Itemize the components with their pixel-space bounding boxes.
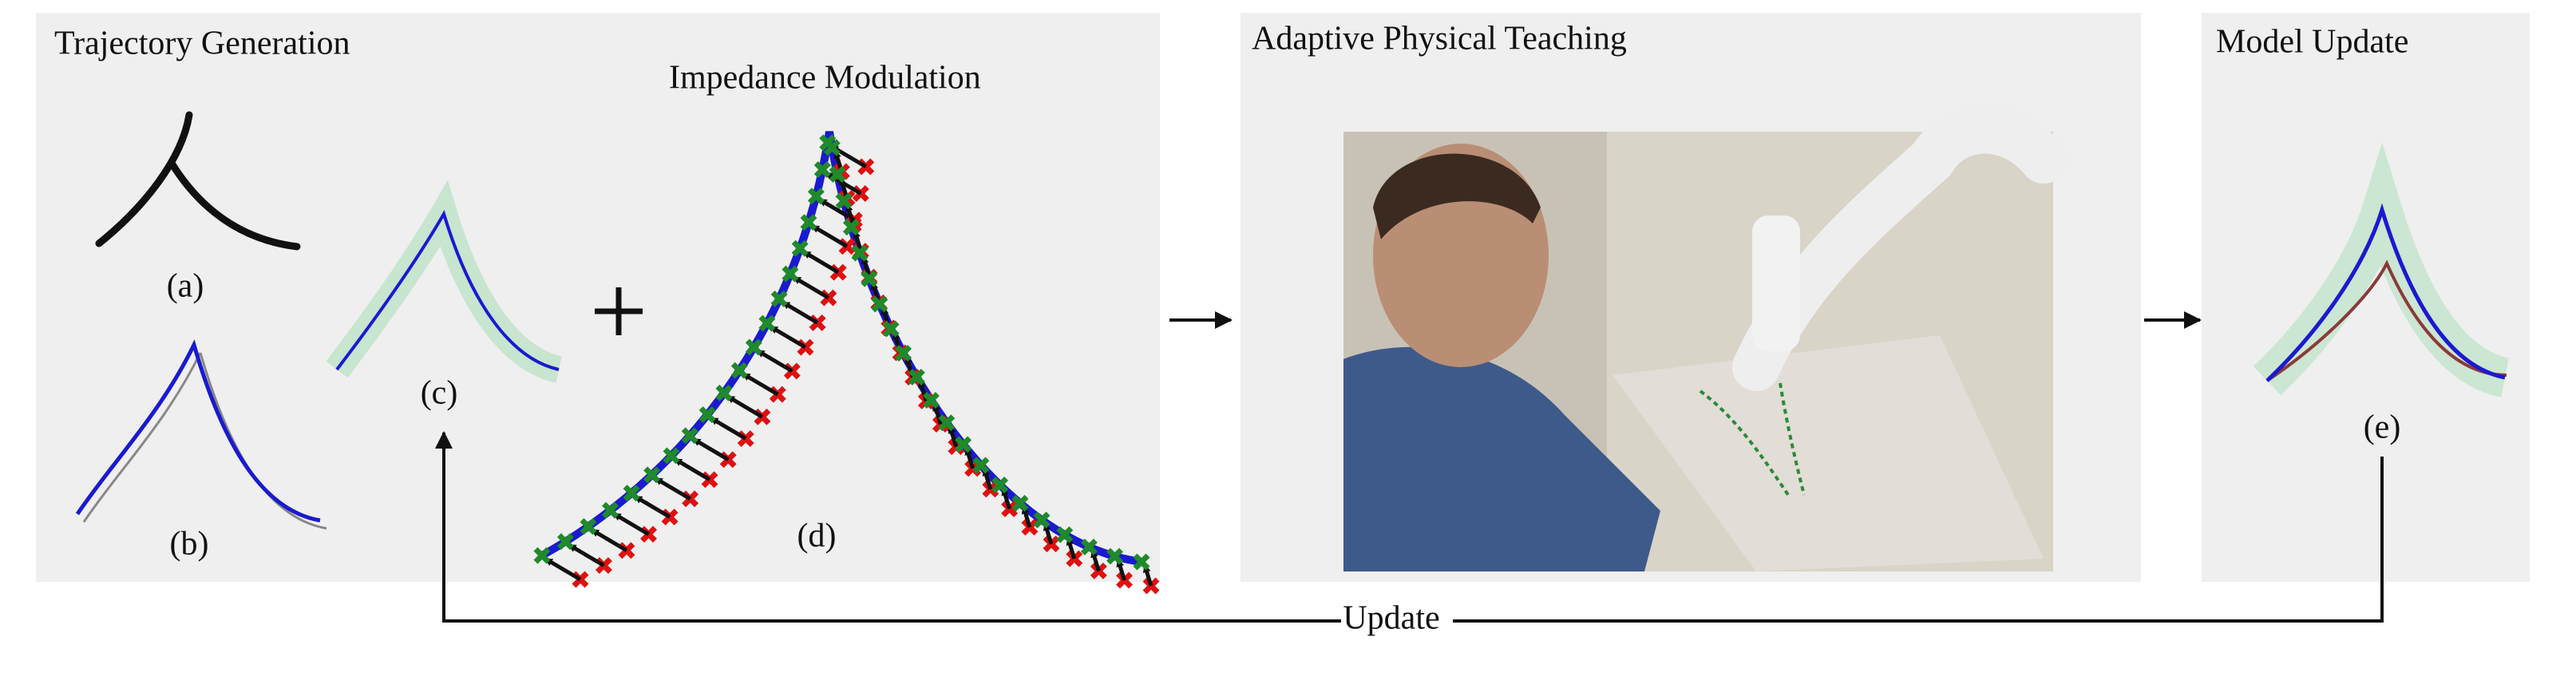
marker bbox=[715, 384, 733, 401]
marker bbox=[807, 188, 825, 205]
marker bbox=[1056, 526, 1074, 544]
panel-title: Adaptive Physical Teaching bbox=[1252, 21, 1627, 57]
marker bbox=[643, 466, 661, 484]
marker bbox=[829, 165, 846, 183]
updated bbox=[2265, 259, 2507, 382]
marker bbox=[770, 290, 788, 307]
marker bbox=[871, 295, 888, 313]
marker bbox=[813, 161, 831, 178]
marker bbox=[908, 368, 925, 386]
trajectory bbox=[2265, 203, 2506, 382]
marker bbox=[698, 406, 716, 424]
marker bbox=[792, 275, 830, 300]
marker bbox=[938, 414, 956, 432]
marker bbox=[835, 192, 853, 210]
sublabel: (a) bbox=[167, 268, 204, 305]
marker bbox=[1116, 571, 1134, 589]
feedback-label: Update bbox=[1343, 600, 1439, 637]
marker bbox=[681, 427, 698, 445]
marker bbox=[742, 371, 779, 397]
marker bbox=[781, 300, 819, 325]
marker bbox=[673, 457, 711, 482]
panel-generation bbox=[36, 13, 1160, 582]
marker bbox=[590, 528, 628, 552]
marker bbox=[612, 512, 650, 536]
sublabel: (d) bbox=[797, 518, 837, 555]
photo bbox=[1343, 105, 2068, 571]
marker bbox=[633, 494, 671, 519]
marker bbox=[955, 436, 972, 453]
marker bbox=[568, 543, 605, 567]
marker bbox=[895, 345, 912, 362]
panel-update bbox=[2202, 13, 2530, 582]
marker bbox=[745, 338, 762, 356]
marker bbox=[691, 437, 730, 461]
marker bbox=[1021, 519, 1039, 536]
marker bbox=[769, 324, 807, 350]
panel-title: Model Update bbox=[2216, 24, 2408, 61]
marker bbox=[730, 362, 748, 379]
marker bbox=[1133, 553, 1150, 571]
sublabel: (c) bbox=[421, 375, 458, 412]
marker bbox=[842, 219, 860, 236]
marker bbox=[1080, 538, 1098, 556]
marker bbox=[544, 556, 582, 582]
panel-title: Trajectory Generation bbox=[54, 26, 350, 62]
marker bbox=[818, 197, 856, 222]
marker bbox=[556, 533, 574, 550]
marker bbox=[654, 476, 691, 501]
marker bbox=[882, 320, 900, 338]
marker bbox=[1011, 495, 1029, 512]
trajectory bbox=[335, 210, 560, 371]
marker bbox=[972, 457, 990, 474]
marker bbox=[782, 265, 799, 283]
marker bbox=[602, 501, 619, 519]
marker bbox=[801, 250, 840, 275]
marker bbox=[861, 270, 878, 287]
trajectory bbox=[75, 339, 321, 523]
marker bbox=[823, 139, 841, 156]
marker bbox=[922, 392, 940, 409]
plus bbox=[595, 287, 643, 335]
marker bbox=[623, 484, 640, 502]
marker bbox=[1066, 550, 1083, 567]
marker bbox=[1106, 548, 1124, 565]
marker bbox=[756, 348, 793, 374]
marker bbox=[1090, 562, 1107, 579]
marker bbox=[991, 476, 1009, 494]
marker bbox=[580, 518, 597, 536]
marker bbox=[1033, 511, 1051, 528]
panel-subtitle: Impedance Modulation bbox=[669, 60, 981, 97]
marker bbox=[791, 239, 809, 257]
label-bg bbox=[1341, 605, 1453, 637]
marker bbox=[533, 547, 551, 564]
sublabel: (e) bbox=[2364, 409, 2401, 446]
marker bbox=[810, 223, 849, 248]
marker bbox=[982, 480, 999, 498]
sketch bbox=[95, 111, 301, 251]
marker bbox=[709, 416, 747, 441]
marker bbox=[851, 244, 869, 262]
marker bbox=[800, 214, 817, 231]
impedance-markers bbox=[533, 134, 1160, 595]
marker bbox=[663, 447, 680, 465]
marker bbox=[726, 394, 764, 419]
sublabel: (b) bbox=[170, 526, 209, 563]
marker bbox=[758, 314, 776, 332]
